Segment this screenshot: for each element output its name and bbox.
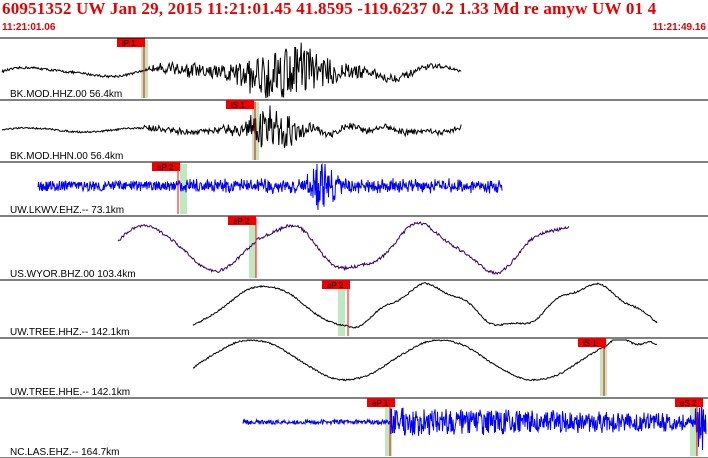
pick-phase-label: eP 1 — [372, 399, 389, 408]
channel-label: BK.MOD.HHN.00 56.4km — [10, 151, 123, 162]
channel-label: US.WYOR.BHZ.00 103.4km — [10, 269, 136, 280]
pick-tag[interactable] — [228, 216, 256, 225]
pick-tag[interactable] — [152, 162, 180, 171]
pick-tag[interactable] — [322, 280, 350, 289]
channel-label: UW.TREE.HHZ.-- 142.1km — [10, 327, 129, 338]
channel-label: UW.LKWV.EHZ.-- 73.1km — [10, 205, 124, 216]
waveform-trace — [1, 42, 462, 99]
start-time-label: 11:21:01.06 — [2, 22, 56, 33]
trace-panel[interactable]: eP 2 UW.LKWV.EHZ.-- 73.1km — [0, 162, 708, 217]
pick-phase-label: eP 2 — [233, 217, 250, 226]
waveform-trace — [37, 162, 503, 210]
pick-phase-label: eP 2 — [327, 281, 344, 290]
trace-panel[interactable]: iS 1 UW.TREE.HHE.-- 142.1km — [0, 338, 708, 399]
trace-panel[interactable]: iP 1 BK.MOD.HHZ.00 56.4km — [0, 38, 708, 101]
trace-panel[interactable]: eP 2 US.WYOR.BHZ.00 103.4km — [0, 216, 708, 281]
pick-phase-label: eP 2 — [157, 163, 174, 172]
pick-phase-label: eS 2 — [680, 399, 697, 408]
waveform-trace — [1, 105, 462, 148]
pick-phase-label: iS 1 — [231, 101, 245, 110]
pick-window — [385, 400, 392, 456]
pick-tag[interactable] — [578, 338, 606, 347]
pick-tag[interactable] — [226, 100, 254, 109]
pick-tag[interactable] — [367, 398, 395, 407]
pick-window — [249, 218, 256, 278]
event-header: 60951352 UW Jan 29, 2015 11:21:01.45 41.… — [2, 0, 657, 18]
waveform-trace — [192, 282, 658, 329]
trace-panel[interactable]: iS 1 BK.MOD.HHN.00 56.4km — [0, 100, 708, 163]
pick-window — [338, 282, 345, 336]
pick-phase-label: iP 1 — [122, 39, 136, 48]
waveform-trace — [242, 399, 707, 451]
pick-phase-label: iS 1 — [583, 339, 597, 348]
pick-tag[interactable] — [117, 38, 145, 47]
waveform-trace — [117, 221, 570, 276]
end-time-label: 11:21:49.16 — [652, 22, 706, 33]
waveform-trace — [192, 339, 658, 382]
channel-label: UW.TREE.HHE.-- 142.1km — [10, 387, 130, 398]
channel-label: NC.LAS.EHZ.-- 164.7km — [10, 447, 119, 458]
channel-label: BK.MOD.HHZ.00 56.4km — [10, 89, 122, 100]
pick-tag[interactable] — [675, 398, 703, 407]
pick-window — [690, 400, 697, 456]
trace-panel[interactable]: eP 1 eS 2 NC.LAS.EHZ.-- 164.7km — [0, 398, 708, 458]
trace-panel[interactable]: eP 2 UW.TREE.HHZ.-- 142.1km — [0, 280, 708, 339]
